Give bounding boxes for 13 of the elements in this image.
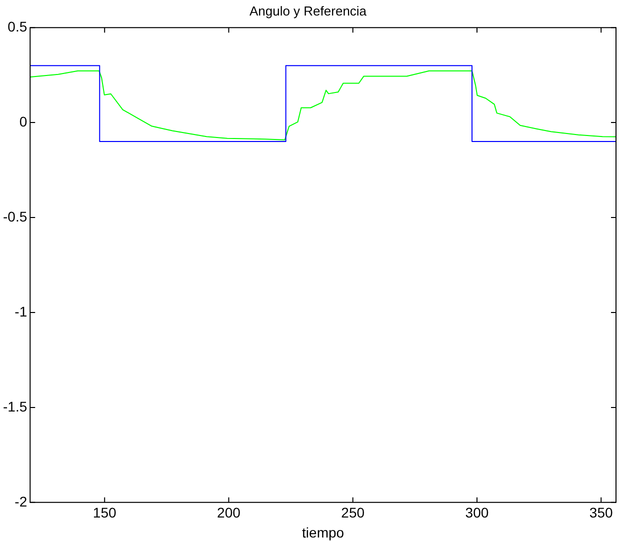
x-tick-label: 300 <box>465 504 489 521</box>
x-tick-label: 200 <box>217 504 241 521</box>
chart-title: Angulo y Referencia <box>249 3 368 18</box>
x-tick-label: 250 <box>341 504 365 521</box>
y-tick-label: 0.5 <box>8 18 28 34</box>
y-tick-label: -0.5 <box>3 208 28 224</box>
y-tick-label: -2 <box>14 493 28 510</box>
x-axis-title: tiempo <box>302 524 344 540</box>
y-tick-label: 0 <box>19 113 28 130</box>
x-tick-label: 350 <box>589 504 613 521</box>
y-tick-label: -1 <box>14 303 28 320</box>
x-tick-label: 150 <box>92 504 116 521</box>
y-tick-label: -1.5 <box>3 398 28 414</box>
